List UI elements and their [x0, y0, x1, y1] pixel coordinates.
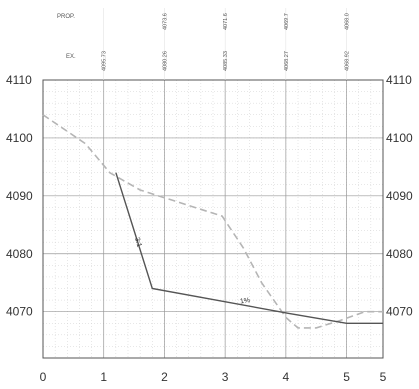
prop-elevation-label: 4071.6	[223, 13, 229, 30]
y-tick-label-right: 4080	[386, 247, 413, 261]
y-tick-label-left: 4100	[6, 131, 33, 145]
ex-elevation-label: 4068.92	[345, 51, 351, 71]
x-tick-label: 0	[40, 370, 47, 384]
x-tick-label: 2	[161, 370, 168, 384]
y-tick-label-left: 4110	[6, 73, 32, 87]
y-tick-label-right: 4070	[386, 305, 413, 319]
y-tick-label-right: 4090	[386, 189, 413, 203]
x-tick-label: 5	[343, 370, 350, 384]
station-header: PROP. EX. 4095.73 4080.26 4085.33 4068.27 40…	[57, 8, 351, 80]
x-tick-label: 5	[380, 370, 387, 384]
ex-elevation-label: 4068.27	[284, 51, 290, 71]
y-tick-label-left: 4080	[6, 247, 33, 261]
ex-elevation-label: 4080.26	[162, 51, 168, 71]
y-tick-label-left: 4090	[6, 189, 33, 203]
x-tick-label: 1	[100, 370, 107, 384]
annotations: 3:1 1%	[133, 237, 251, 306]
grid	[42, 79, 384, 359]
ex-label: EX.	[66, 54, 76, 60]
y-tick-label-right: 4110	[386, 73, 412, 87]
y-tick-label-right: 4100	[386, 131, 413, 145]
ex-elevation-label: 4095.73	[102, 51, 108, 71]
x-tick-label: 3	[222, 370, 229, 384]
ex-elevation-label: 4085.33	[223, 51, 229, 71]
prop-elevation-label: 4073.6	[162, 13, 168, 30]
proposed-grade-line	[115, 172, 383, 324]
slope-label-1pct: 1%	[240, 297, 251, 305]
slope-label-3to1: 3:1	[133, 237, 142, 248]
profiles	[42, 114, 383, 329]
x-tick-label: 4	[283, 370, 290, 384]
axis-labels: 4110 4100 4090 4080 4070 4110 4100 4090 4080 4070…	[6, 73, 413, 384]
y-tick-label-left: 4070	[6, 305, 33, 319]
plot-frame	[42, 79, 384, 359]
prop-elevation-label: 4069.7	[284, 13, 290, 30]
prop-label: PROP.	[57, 14, 75, 20]
prop-elevation-label: 4068.0	[345, 13, 351, 30]
